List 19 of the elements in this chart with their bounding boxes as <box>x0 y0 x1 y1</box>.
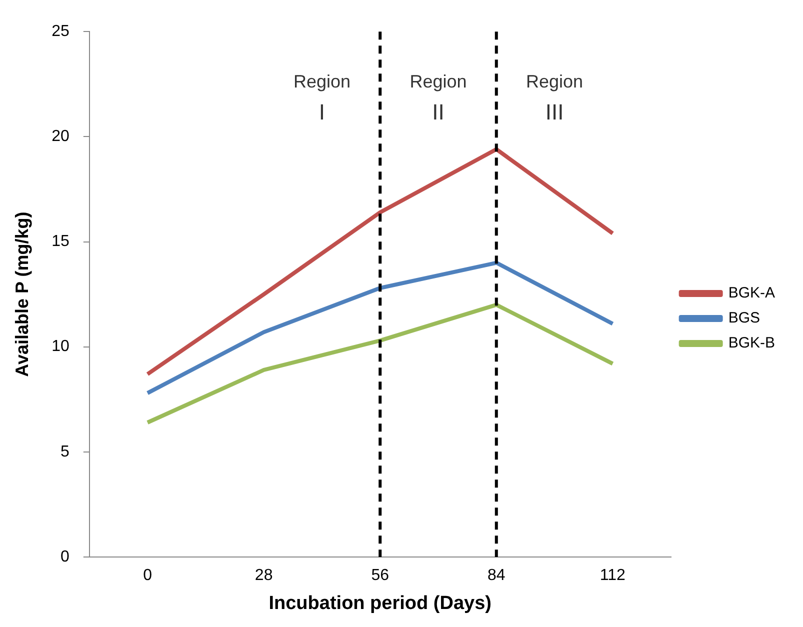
legend-label: BGK-B <box>728 334 776 352</box>
x-tick-label: 56 <box>371 567 390 584</box>
x-tick-label: 84 <box>487 567 506 584</box>
y-tick-label: 20 <box>52 128 70 146</box>
x-tick-label: 112 <box>600 567 626 584</box>
x-tick-label: 0 <box>143 567 152 584</box>
y-tick-label: 25 <box>52 23 70 40</box>
y-tick-label: 15 <box>52 233 70 250</box>
annotation: Region I <box>293 72 350 125</box>
annotation: Region III <box>526 72 584 125</box>
y-tick-label: 5 <box>60 443 70 460</box>
y-axis-title: Available P (mg/kg) <box>12 212 32 377</box>
annotation: Region II <box>410 72 467 125</box>
legend-label: BGK-A <box>728 284 776 302</box>
y-tick-label: 10 <box>52 338 70 356</box>
x-axis-title: Incubation period (Days) <box>268 592 492 614</box>
x-tick-label: 28 <box>254 567 273 584</box>
y-tick-label: 0 <box>60 548 70 566</box>
legend-label: BGS <box>728 310 760 327</box>
